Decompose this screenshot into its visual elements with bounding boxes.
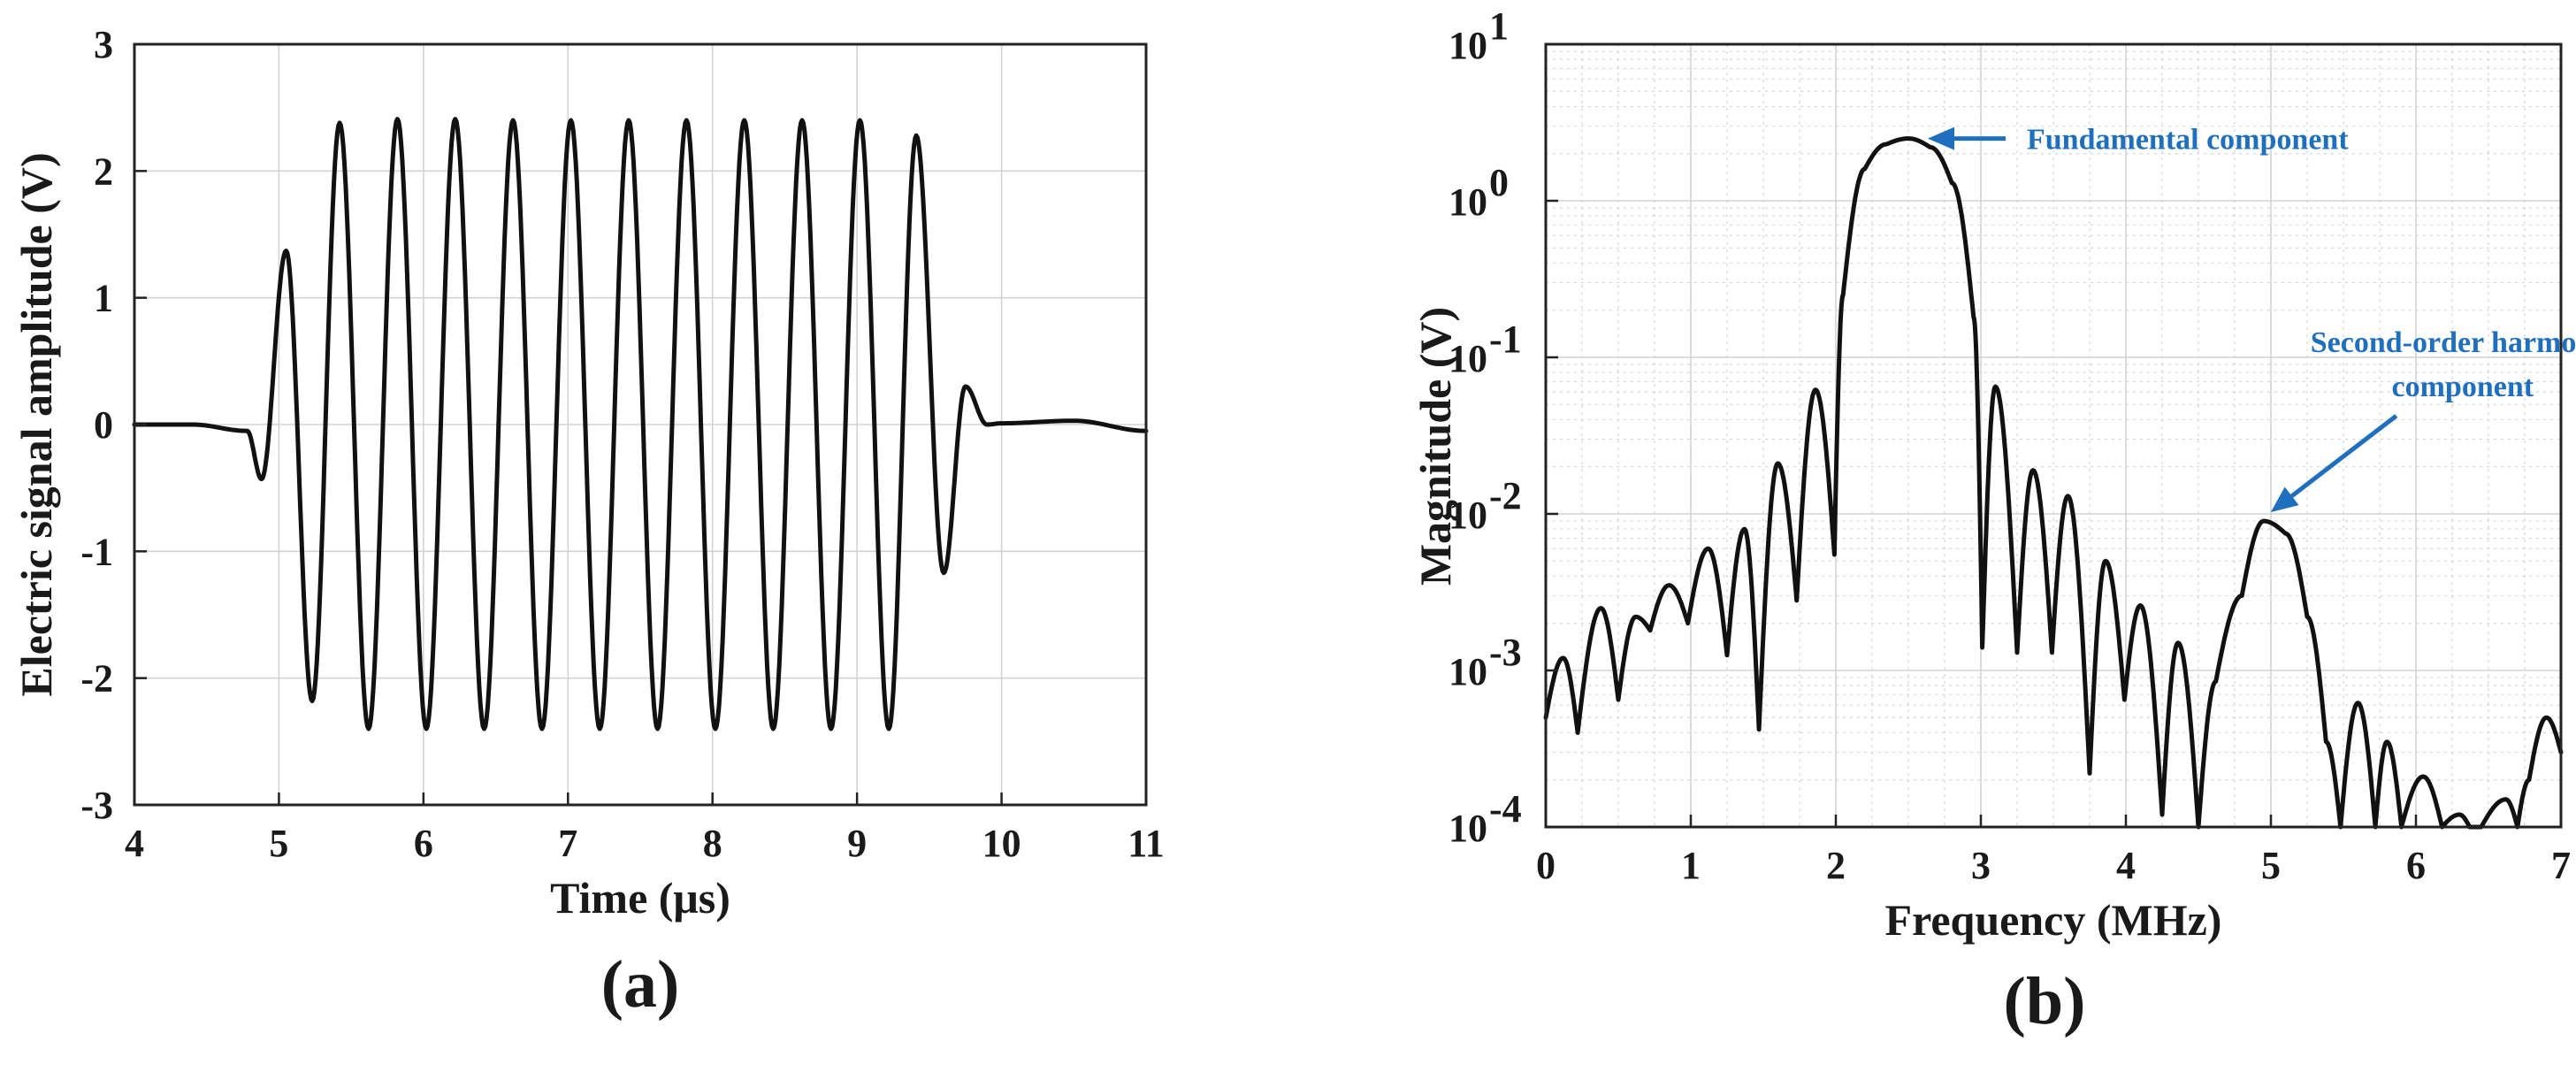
panel-b-y-tick-label: 10	[1449, 337, 1487, 380]
panel-b-x-axis-label: Frequency (MHz)	[1885, 895, 2222, 945]
panel-b-y-tick-label: 10	[1449, 494, 1487, 537]
panel-a-x-tick-label: 7	[558, 822, 577, 865]
panel-a-x-tick-label: 10	[982, 822, 1021, 865]
panel-b-x-tick-label: 2	[1826, 844, 1846, 887]
panel-b-plot-frame	[1544, 42, 2563, 829]
panel-a-chart: 4 5 6 7 8 9 10 11 -3 -2 -1 0 1 2 3 Time (μs) Electric …	[11, 23, 1165, 1022]
panel-a-y-tick-label: -3	[80, 784, 113, 827]
panel-b-annotations: Fundamental component Second-order harmon…	[1928, 124, 2576, 513]
panel-a-x-axis-label: Time (μs)	[550, 873, 730, 923]
panel-b-y-tick-label: 10	[1449, 24, 1487, 67]
panel-b-y-axis-label: Magnitude (V)	[1410, 307, 1460, 586]
panel-a-signal-line	[132, 117, 1149, 731]
panel-a-x-tick-label: 4	[125, 822, 144, 865]
panel-b-x-tick-label: 0	[1536, 844, 1556, 887]
panel-b-y-tick-label: 10	[1449, 180, 1487, 224]
panel-b-x-tick-label: 5	[2261, 844, 2281, 887]
panel-b-grid	[1545, 43, 2562, 828]
panel-a-y-tick-label: -2	[80, 657, 113, 701]
panel-b-y-tick-exponent: -1	[1489, 318, 1522, 361]
panel-b-x-tick-label: 3	[1971, 844, 1991, 887]
panel-b-spectrum-line	[1543, 136, 2564, 830]
panel-b-y-tick-label: 10	[1449, 650, 1487, 693]
panel-b-y-tick-exponent: -3	[1489, 631, 1522, 674]
panel-a-x-tick-label: 9	[847, 822, 867, 865]
panel-b-y-tick-exponent: -4	[1489, 787, 1522, 831]
panel-b-y-tick-label: 10	[1449, 807, 1487, 850]
panel-b-y-tick-exponent: -2	[1489, 474, 1522, 517]
panel-a-x-tick-label: 5	[269, 822, 288, 865]
harmonic-arrow-head	[2270, 486, 2299, 513]
panel-a-x-tick-label: 11	[1127, 822, 1165, 865]
panel-b-y-tick-exponent: 0	[1489, 161, 1509, 204]
fundamental-annotation-text: Fundamental component	[2027, 124, 2349, 157]
harmonic-arrow-shaft	[2290, 414, 2398, 498]
panel-b-x-tick-label: 7	[2551, 844, 2571, 887]
panel-b-x-tick-label: 1	[1681, 844, 1701, 887]
harmonic-annotation-text-line2: component	[2392, 371, 2534, 403]
panel-a-y-tick-label: 2	[94, 149, 113, 193]
panel-a-x-tick-label: 8	[703, 822, 722, 865]
harmonic-annotation-text-line1: Second-order harmonic	[2311, 326, 2576, 359]
panel-b-y-tick-exponent: 1	[1489, 4, 1509, 48]
panel-a-label: (a)	[601, 947, 680, 1022]
fundamental-arrow-head	[1928, 126, 1954, 150]
panel-a-y-axis-label: Electric signal amplitude (V)	[11, 152, 61, 696]
panel-a-y-tick-label: 0	[94, 403, 113, 447]
panel-a-y-tick-label: 3	[94, 23, 113, 66]
panel-b-x-tick-label: 6	[2406, 844, 2426, 887]
panel-b-x-tick-label: 4	[2116, 844, 2136, 887]
panel-a-y-tick-label: -1	[80, 530, 113, 573]
panel-a-ticks: 4 5 6 7 8 9 10 11 -3 -2 -1 0 1 2 3	[80, 23, 1164, 865]
panel-b-label: (b)	[2004, 964, 2086, 1038]
panel-a-y-tick-label: 1	[94, 277, 113, 320]
panel-a-x-tick-label: 6	[414, 822, 433, 865]
